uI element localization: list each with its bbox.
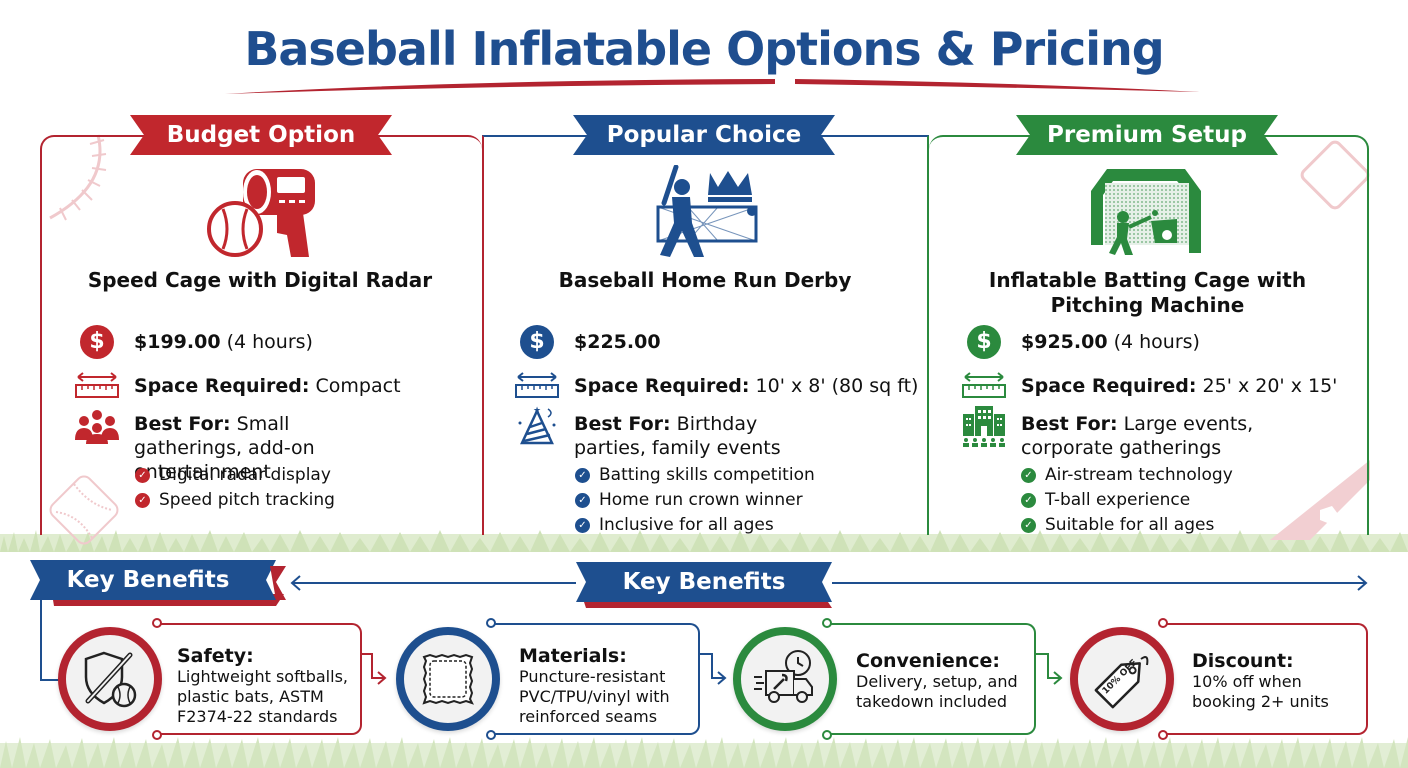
feature-item: ✓ Speed pitch tracking bbox=[135, 488, 335, 513]
popular-features-list: ✓ Batting skills competition ✓ Home run cr… bbox=[575, 463, 815, 538]
feature-item: ✓ Suitable for all ages bbox=[1021, 513, 1233, 538]
key-benefits-ribbon-center: Key Benefits bbox=[576, 562, 832, 608]
budget-option-name: Speed Cage with Digital Radar bbox=[87, 268, 433, 292]
safety-benefit-box bbox=[160, 623, 362, 735]
safety-benefit-text: Safety: Lightweight softballs, plastic b… bbox=[177, 645, 348, 726]
budget-price-row: $ $199.00 (4 hours) bbox=[74, 325, 313, 359]
premium-option-name: Inflatable Batting Cage with Pitching Ma… bbox=[988, 268, 1307, 317]
materials-benefit-text: Materials: Puncture-resistant PVC/TPU/vi… bbox=[519, 645, 670, 726]
svg-text:★: ★ bbox=[533, 406, 541, 416]
connector-dot bbox=[1158, 730, 1168, 740]
ruler-measure-icon bbox=[962, 372, 1006, 398]
title-underline-swoosh bbox=[225, 79, 1200, 94]
check-icon: ✓ bbox=[1021, 518, 1036, 533]
convenience-icon-circle bbox=[733, 627, 837, 731]
connector-dot bbox=[1158, 618, 1168, 628]
feature-item: ✓ T-ball experience bbox=[1021, 488, 1233, 513]
popular-space-row: Space Required: 10' x 8' (80 sq ft) bbox=[514, 370, 918, 402]
premium-price-row: $ $925.00 (4 hours) bbox=[961, 325, 1200, 359]
check-icon: ✓ bbox=[1021, 468, 1036, 483]
benefits-connector-lines bbox=[40, 575, 1368, 620]
premium-space-row: Space Required: 25' x 20' x 15' bbox=[961, 370, 1337, 402]
budget-space-row: Space Required: Compact bbox=[74, 370, 401, 402]
feature-item: ✓ Batting skills competition bbox=[575, 463, 815, 488]
feature-item: ✓ Digital radar display bbox=[135, 463, 335, 488]
materials-icon-circle bbox=[396, 627, 500, 731]
check-icon: ✓ bbox=[575, 493, 590, 508]
connector-dot bbox=[486, 730, 496, 740]
ruler-measure-icon bbox=[75, 372, 119, 398]
discount-benefit-box bbox=[1166, 623, 1368, 735]
feature-item: ✓ Inclusive for all ages bbox=[575, 513, 815, 538]
fabric-swatch-icon bbox=[422, 653, 474, 705]
popular-price-row: $ $225.00 bbox=[514, 325, 661, 359]
feature-item: ✓ Air-stream technology bbox=[1021, 463, 1233, 488]
discount-icon-circle: 10% OFF bbox=[1070, 627, 1174, 731]
popular-bestfor-row: ★ Best For: Birthday parties, family eve… bbox=[514, 406, 854, 460]
budget-option-ribbon: Budget Option bbox=[130, 115, 392, 155]
decorative-baseball-stitch bbox=[49, 134, 107, 221]
batter-crown-net-icon bbox=[656, 165, 758, 257]
convenience-benefit-text: Convenience: Delivery, setup, and takedo… bbox=[856, 650, 1018, 711]
connector-dot bbox=[152, 730, 162, 740]
check-icon: ✓ bbox=[135, 468, 150, 483]
popular-option-name: Baseball Home Run Derby bbox=[558, 268, 852, 292]
check-icon: ✓ bbox=[575, 468, 590, 483]
connector-dot bbox=[822, 618, 832, 628]
budget-bestfor-row: Best For: Small gatherings, add-on enter… bbox=[74, 410, 394, 484]
discount-benefit-text: Discount: 10% off when booking 2+ units bbox=[1192, 650, 1329, 711]
convenience-benefit-box bbox=[830, 623, 1036, 735]
dollar-icon: $ bbox=[80, 325, 114, 359]
delivery-truck-clock-icon bbox=[754, 650, 813, 703]
connector-dot bbox=[486, 618, 496, 628]
decorative-baseball bbox=[49, 475, 119, 545]
connector-dot bbox=[822, 730, 832, 740]
key-benefits-ribbon-left: Key Benefits bbox=[30, 560, 286, 606]
grass-divider bbox=[0, 530, 1408, 552]
page-title: Baseball Inflatable Options & Pricing bbox=[244, 22, 1164, 76]
check-icon: ✓ bbox=[135, 493, 150, 508]
radar-gun-baseball-icon bbox=[207, 169, 315, 257]
materials-benefit-box bbox=[494, 623, 700, 735]
inflatable-batting-cage-icon bbox=[1091, 169, 1201, 255]
check-icon: ✓ bbox=[575, 518, 590, 533]
decorative-base bbox=[1300, 140, 1370, 210]
premium-features-list: ✓ Air-stream technology ✓ T-ball experienc… bbox=[1021, 463, 1233, 538]
group-people-icon bbox=[75, 410, 119, 444]
connector-dot bbox=[152, 618, 162, 628]
shield-bat-ball-icon bbox=[84, 651, 137, 708]
popular-choice-ribbon: Popular Choice bbox=[573, 115, 835, 155]
budget-features-list: ✓ Digital radar display ✓ Speed pitch trac… bbox=[135, 463, 335, 513]
benefit-flow-arrows bbox=[40, 620, 1063, 685]
ruler-measure-icon bbox=[515, 372, 559, 398]
premium-bestfor-row: Best For: Large events, corporate gather… bbox=[961, 406, 1361, 460]
dollar-icon: $ bbox=[520, 325, 554, 359]
party-hat-icon: ★ bbox=[518, 406, 556, 445]
check-icon: ✓ bbox=[1021, 493, 1036, 508]
office-building-people-icon bbox=[963, 406, 1005, 447]
dollar-icon: $ bbox=[967, 325, 1001, 359]
decorative-home-plate-bat bbox=[1270, 460, 1370, 540]
discount-tag-icon: 10% OFF bbox=[1094, 656, 1149, 709]
feature-item: ✓ Home run crown winner bbox=[575, 488, 815, 513]
grass-footer bbox=[0, 737, 1408, 768]
safety-icon-circle bbox=[58, 627, 162, 731]
premium-setup-ribbon: Premium Setup bbox=[1016, 115, 1278, 155]
